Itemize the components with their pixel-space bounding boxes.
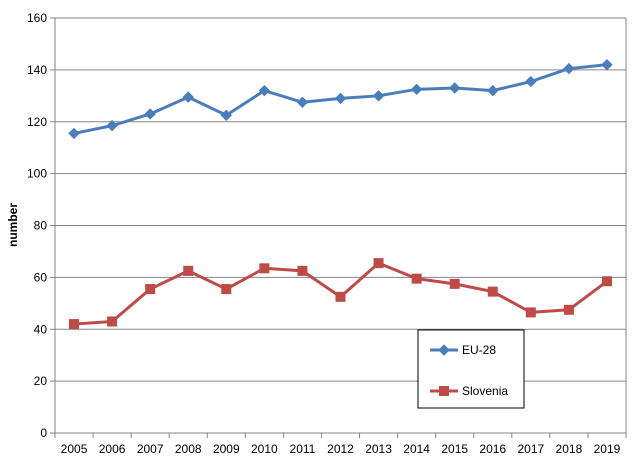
x-tick-label-2006: 2006 <box>99 442 126 456</box>
y-tick-label-4: 80 <box>34 219 48 233</box>
point-eu-28-2011 <box>296 96 309 109</box>
point-slovenia-2008 <box>183 265 194 276</box>
y-tick-label-6: 120 <box>27 115 47 129</box>
x-tick-label-2012: 2012 <box>327 442 354 456</box>
y-tick-label-2: 40 <box>34 322 48 336</box>
legend-marker-slovenia <box>439 386 449 396</box>
legend-items: EU-28 Slovenia <box>430 343 508 398</box>
x-tick-label-2015: 2015 <box>441 442 468 456</box>
x-tick-label-2010: 2010 <box>251 442 278 456</box>
point-slovenia-2005 <box>69 319 80 330</box>
point-slovenia-2006 <box>107 316 118 327</box>
point-slovenia-2018 <box>563 304 574 315</box>
point-eu-28-2009 <box>220 109 233 121</box>
y-tick-label-8: 160 <box>27 11 47 25</box>
point-eu-28-2015 <box>448 82 461 94</box>
point-slovenia-2019 <box>601 276 612 287</box>
x-tick-label-2013: 2013 <box>365 442 392 456</box>
legend-label-slovenia: Slovenia <box>462 384 508 398</box>
gridlines <box>55 17 626 434</box>
y-tick-label-1: 20 <box>34 374 48 388</box>
point-eu-28-2017 <box>525 75 537 88</box>
x-tick-label-2014: 2014 <box>403 442 430 456</box>
axes <box>54 18 627 434</box>
point-slovenia-2011 <box>297 265 308 276</box>
point-eu-28-2007 <box>144 108 156 120</box>
x-axis-ticks: 2005 2006 2007 2008 2009 2010 2011 2012 2013 2014… <box>54 433 627 456</box>
y-tick-label-7: 140 <box>27 63 47 77</box>
x-tick-label-2011: 2011 <box>290 442 316 456</box>
point-slovenia-2007 <box>145 284 156 295</box>
point-eu-28-2019 <box>601 58 613 71</box>
point-eu-28-2013 <box>372 90 385 102</box>
point-slovenia-2010 <box>259 263 270 274</box>
point-eu-28-2006 <box>106 119 118 132</box>
series-eu-28 <box>68 58 613 140</box>
point-slovenia-2013 <box>373 258 384 269</box>
x-tick-label-2009: 2009 <box>213 442 240 456</box>
series-layer <box>68 58 613 330</box>
x-tick-label-2017: 2017 <box>517 442 544 456</box>
point-slovenia-2017 <box>525 307 536 318</box>
y-tick-label-5: 100 <box>27 167 47 181</box>
y-axis-title: number <box>6 203 20 247</box>
x-tick-label-2007: 2007 <box>137 442 164 456</box>
x-tick-label-2016: 2016 <box>479 442 506 456</box>
series-slovenia <box>69 258 612 330</box>
point-eu-28-2008 <box>182 91 194 103</box>
legend-box <box>417 329 525 409</box>
point-slovenia-2012 <box>335 291 346 302</box>
legend-marker-eu-28 <box>438 344 450 356</box>
x-tick-label-2018: 2018 <box>556 442 583 456</box>
point-slovenia-2015 <box>449 278 460 289</box>
x-tick-label-2019: 2019 <box>594 442 621 456</box>
y-tick-label-0: 0 <box>40 426 47 440</box>
point-eu-28-2012 <box>334 92 347 105</box>
point-slovenia-2009 <box>221 284 232 295</box>
point-eu-28-2016 <box>487 84 499 97</box>
x-tick-label-2008: 2008 <box>175 442 202 456</box>
point-eu-28-2018 <box>563 62 575 75</box>
point-slovenia-2016 <box>487 286 498 297</box>
y-tick-label-3: 60 <box>34 270 48 284</box>
point-eu-28-2014 <box>410 83 423 96</box>
point-eu-28-2010 <box>258 84 271 97</box>
y-axis-ticks: 0 20 40 60 80 100 120 140 160 <box>27 11 55 440</box>
legend-label-eu-28: EU-28 <box>462 343 496 357</box>
legend: EU-28 Slovenia <box>417 329 525 409</box>
x-tick-label-2005: 2005 <box>61 442 88 456</box>
point-slovenia-2014 <box>411 273 422 284</box>
point-eu-28-2005 <box>68 127 80 140</box>
